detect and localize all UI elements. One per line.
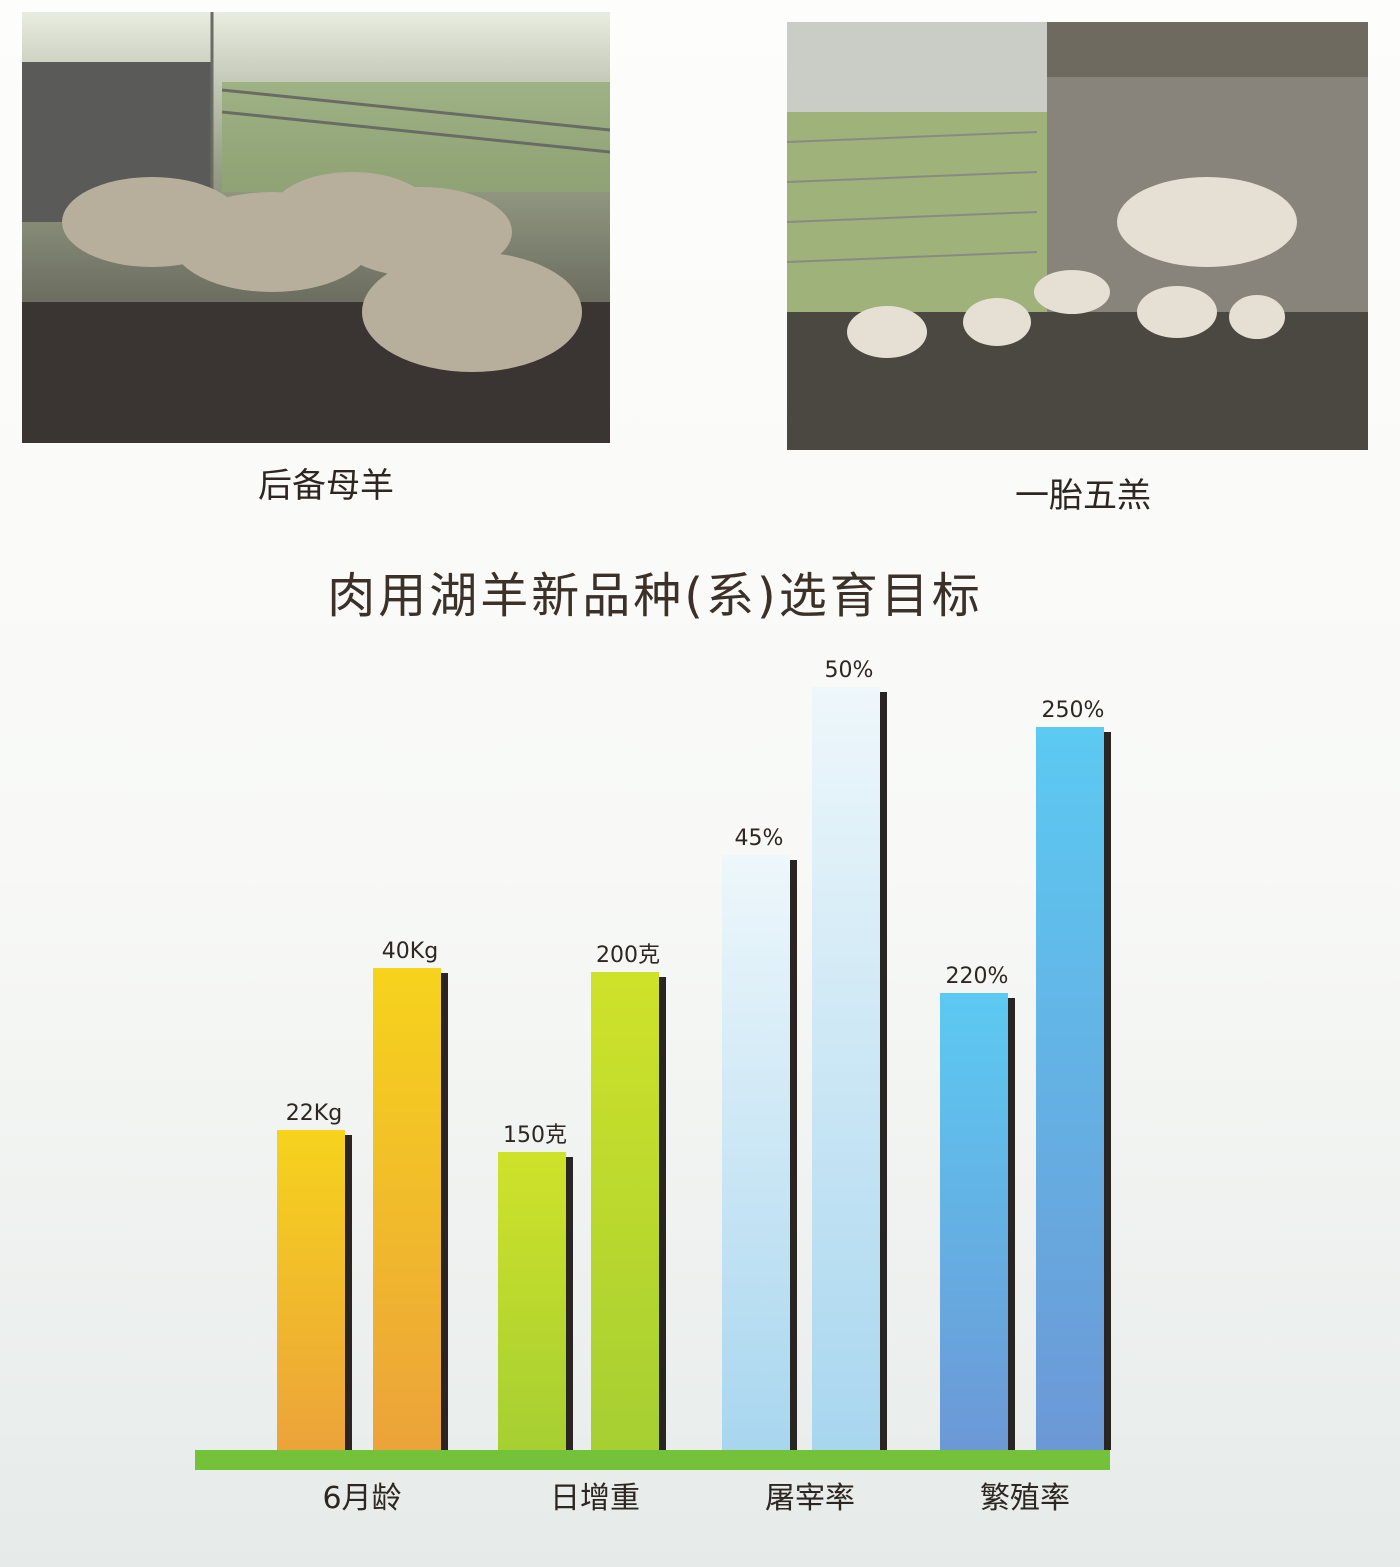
category-label: 繁殖率 xyxy=(980,1481,1070,1516)
bar-shadow xyxy=(345,1135,352,1450)
bar-value-label: 200克 xyxy=(596,943,660,968)
photo-reserve-ewes xyxy=(22,12,610,443)
bar-shadow xyxy=(1008,998,1015,1450)
caption-reserve-ewes: 后备母羊 xyxy=(258,466,394,506)
bar-shadow xyxy=(566,1157,573,1450)
bar-shadow xyxy=(441,973,448,1450)
photo-five-lambs xyxy=(787,22,1368,450)
bar-value-label: 150克 xyxy=(503,1123,567,1148)
category-label: 屠宰率 xyxy=(765,1481,855,1516)
bar-0-0 xyxy=(277,1130,345,1450)
category-label: 日增重 xyxy=(550,1481,640,1516)
bar-value-label: 50% xyxy=(825,658,874,683)
bar-shadow xyxy=(880,692,887,1450)
bar-2-0 xyxy=(722,855,790,1450)
bar-2-1 xyxy=(812,687,880,1450)
bar-3-1 xyxy=(1036,727,1104,1450)
bar-value-label: 40Kg xyxy=(382,939,438,964)
bar-1-0 xyxy=(498,1152,566,1450)
category-label: 6月龄 xyxy=(322,1481,401,1516)
bar-3-0 xyxy=(940,993,1008,1450)
baseline-bar xyxy=(195,1450,1110,1470)
bar-1-1 xyxy=(591,972,659,1450)
bar-shadow xyxy=(790,860,797,1450)
caption-five-lambs: 一胎五羔 xyxy=(1015,476,1151,516)
bar-shadow xyxy=(659,977,666,1450)
bar-value-label: 22Kg xyxy=(286,1101,342,1126)
bar-value-label: 250% xyxy=(1042,698,1105,723)
bar-0-1 xyxy=(373,968,441,1450)
bar-value-label: 45% xyxy=(735,826,784,851)
bar-shadow xyxy=(1104,732,1111,1450)
sheep-flock-image xyxy=(22,12,610,443)
chart-title: 肉用湖羊新品种(系)选育目标 xyxy=(327,568,983,624)
ewe-lambs-image xyxy=(787,22,1368,450)
bar-value-label: 220% xyxy=(946,964,1009,989)
